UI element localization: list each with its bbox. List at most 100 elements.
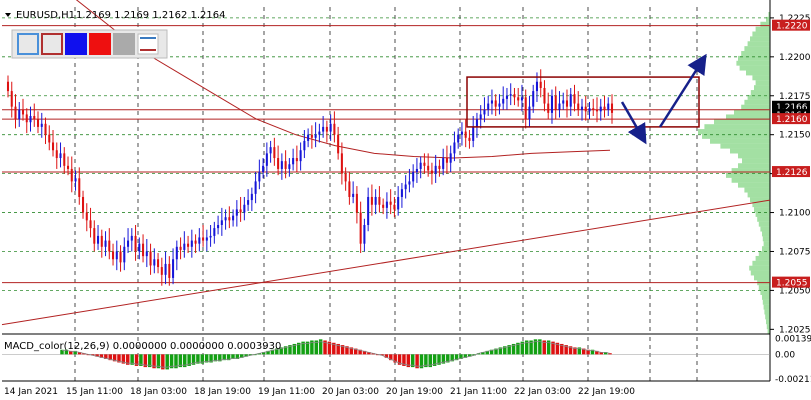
solid-red-icon [89,33,111,55]
volume-profile-bar [754,85,770,91]
candle-body [382,204,385,208]
volume-profile-bar [714,119,770,125]
macd-bar [441,354,446,364]
solid-gray-button[interactable] [113,33,135,55]
candle-body [213,228,216,236]
macd-bar [275,348,279,355]
candle-body [498,103,501,107]
solid-gray-icon [113,33,135,55]
macd-bar [327,341,332,355]
candle-body [243,204,246,213]
candle-body [565,100,569,107]
candle-body [569,94,572,107]
candle-body [59,153,62,159]
macd-bar [261,352,266,355]
price-tag-bg [772,100,810,112]
candle-body [393,204,396,210]
candle-body [172,259,175,278]
candle-body [63,153,66,166]
volume-profile-bar [755,26,770,32]
candle-body [295,158,298,162]
range-rectangle[interactable] [466,76,700,128]
candle-body [93,228,96,244]
volume-profile-bar [741,51,770,56]
macd-bar [161,354,165,370]
candle-body [562,100,565,104]
macd-bar [581,348,586,355]
macd-bar [244,354,248,357]
y-tick-label: 1.2150 [779,131,811,141]
macd-bar [551,341,555,355]
volume-profile-bar [766,16,770,22]
candle-body [370,196,373,205]
macd-bar [410,354,415,368]
candle-body [517,97,520,101]
macd-bar [380,354,384,356]
macd-bar [538,339,542,355]
candle-body [40,123,43,127]
volume-profile-bar [755,80,770,86]
volume-profile-bar [698,129,770,134]
candle-body [359,212,362,244]
x-tick-label: 20 Jan 19:00 [386,387,443,397]
volume-profile-bar [750,90,770,95]
candle-body [250,193,253,201]
volume-profile-bar [710,138,770,144]
candle-body [112,251,115,260]
macd-bar [542,340,546,355]
candlesticks [6,69,614,286]
volume-profile-bar [760,226,770,232]
macd-bar [310,340,314,355]
candle-body [115,251,118,260]
collapse-triangle-icon[interactable] [5,13,11,17]
candle-body [329,123,332,132]
volume-profile-bar [754,275,770,281]
macd-bar [112,354,117,362]
candle-body [284,161,287,169]
time-axis[interactable]: 14 Jan 2021 15 Jan 11:00 18 Jan 03:00 18 Ja… [4,387,635,397]
solid-blue-button[interactable] [65,33,87,55]
horizontal-levels[interactable] [2,25,770,284]
macd-bar [446,354,450,363]
candle-body [14,106,17,120]
candle-body [168,263,171,278]
candle-body [89,220,92,229]
macd-bar [240,354,244,358]
candle-body [25,114,28,123]
line-style-button[interactable] [137,33,159,55]
candle-body [228,217,231,221]
macd-bar [64,349,69,355]
trendline[interactable] [1,199,771,326]
volume-profile-bar [704,124,770,130]
candle-body [55,150,58,159]
solid-red-button[interactable] [89,33,111,55]
candle-body [449,153,452,163]
candle-body [157,259,160,268]
volume-profile-bar [726,173,770,178]
outline-blue-button[interactable] [17,33,39,55]
candle-body [374,196,377,205]
macd-bar [191,354,196,365]
volume-profile-bar [750,36,770,42]
candle-body [187,243,190,247]
macd-tick-label: 0.00139 [775,334,811,344]
candle-body [513,94,516,98]
macd-bar [340,345,345,355]
macd-bar [169,354,174,369]
macd-bar [126,354,130,365]
candle-body [460,131,463,135]
volume-profile-bar [763,304,770,310]
macd-bar [577,347,582,355]
candle-body [502,98,505,104]
volume-profile-bar [754,207,770,213]
candle-body [21,109,25,115]
volume-profile-bar [765,314,770,320]
macd-bar [595,350,599,355]
price-axis[interactable]: 1.22251.22001.21751.21501.21251.21001.20… [770,14,811,385]
forecast-arrows[interactable] [620,53,707,145]
outline-red-button[interactable] [41,33,63,55]
candle-body [550,95,554,113]
macd-bar [529,340,533,355]
